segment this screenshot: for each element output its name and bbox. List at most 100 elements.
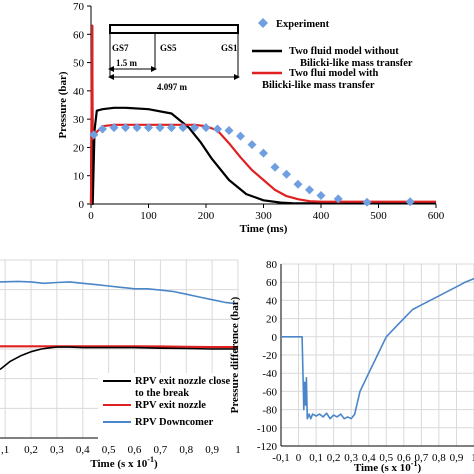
pipe-rectangle [109,24,239,34]
top-chart-y-tick-label: 60 [73,29,85,41]
bottom-right-y-tick-label: 80 [266,259,278,271]
bottom-right-x-tick-label: 0,3 [344,452,358,464]
bottom-left-x-tick-label: 0,4 [76,444,90,456]
experiment-point [236,131,245,141]
top-chart-x-tick-label: 200 [198,210,215,222]
top-chart-y-tick-label: 50 [73,58,85,70]
bottom-right-x-tick-label: -0,1 [272,452,289,464]
bottom-left-x-tick-label: 0,9 [205,444,219,456]
top-chart-series-line-1 [89,24,436,206]
experiment-point [282,169,291,179]
top-chart-x-tick-label: 400 [313,210,330,222]
bottom-left-chart: ,1 0,2 0,3 0,4 0,5 0,6 0,7 0,8 0,9 1 Time (s x 10… [0,259,241,470]
bottom-right-y-tick-label: -100 [257,423,278,435]
top-chart-x-tick-label: 0 [88,210,94,222]
bottom-right-series-line [281,277,474,420]
bottom-right-chart: -0,1 0 0,1 0,2 0,3 0,4 0,5 0,6 0,7 0,8 0,9 1 -120 -10… [229,259,474,474]
bottom-right-x-tick-label: 0,8 [432,452,446,464]
bottom-right-x-tick-label: 0,4 [362,452,376,464]
top-chart-x-axis-label: Time (ms) [240,223,288,235]
bottom-left-series-line-1 [0,345,238,349]
bottom-right-y-tick-label: -20 [262,350,277,362]
bottom-left-x-tick-label: 0,3 [50,444,64,456]
bottom-right-y-tick-label: 20 [266,314,278,326]
bottom-right-x-axis-label: Time (s x 10-1) [354,459,422,474]
pipe-schematic: GS7 GS5 GS1 1.5 m 4.097 m [108,24,240,92]
top-chart-x-tick-label: 300 [255,210,272,222]
experiment-point [178,123,188,133]
top-chart-legend: Experiment Two fluid model without Bilick… [252,18,413,91]
gauge-label-gs5: GS5 [160,43,177,53]
experiment-point [259,148,268,158]
experiment-point [201,123,211,133]
bottom-right-y-axis-label: Pressure difference (bar) [229,296,241,413]
experiment-point [333,194,343,204]
bottom-right-y-tick-label: -120 [257,441,278,453]
experiment-point [109,123,119,133]
experiment-point [224,125,234,135]
bottom-right-x-tick-label: 0,7 [414,452,428,464]
experiment-point [121,123,130,133]
bottom-right-y-tick-label: -60 [262,386,277,398]
bottom-right-x-tick-label: 0,1 [309,452,323,464]
bottom-left-x-tick-label: ,1 [1,444,9,456]
top-chart-x-tick-label: 100 [140,210,157,222]
bottom-left-x-axis-label: Time (s x 10-1) [90,455,158,470]
bottom-right-x-tick-label: 0,6 [397,452,411,464]
experiment-point [305,185,314,195]
bottom-right-y-tick-label: -80 [262,405,277,417]
bottom-right-x-tick-label: 0,2 [327,452,341,464]
top-chart: 0 100 200 300 400 500 600 0 10 20 30 40 50 60 70 Time … [57,1,445,235]
legend-swatch-experiment [258,18,268,28]
bottom-right-y-tick-label: 40 [266,295,278,307]
experiment-point [316,191,326,201]
experiment-point [270,162,280,172]
bottom-left-x-tick-label: 0,7 [154,444,168,456]
experiment-point [155,123,165,133]
experiment-point [89,130,99,140]
legend-label-exit-nozzle: RPV exit nozzle [135,400,206,411]
experiment-point [144,123,153,133]
bottom-right-y-tick-label: 60 [266,277,278,289]
bottom-right-x-tick-label: 0 [296,452,302,464]
experiment-point [247,140,257,150]
top-chart-y-tick-label: 40 [73,86,85,98]
top-chart-y-tick-label: 0 [79,199,85,211]
experiment-point [98,124,107,134]
top-chart-y-tick-label: 20 [73,142,85,154]
bottom-left-x-tick-label: 1 [235,444,241,456]
bottom-left-series-line-2 [0,280,239,305]
bottom-right-y-tick-label: 0 [272,332,278,344]
bottom-left-legend: RPV exit nozzle close to the break RPV ex… [98,373,240,439]
legend-label-close-to-break: RPV exit nozzle close to the break [135,376,230,399]
top-chart-y-tick-label: 30 [73,114,85,126]
bottom-right-x-tick-label: 0,5 [379,452,393,464]
experiment-point [362,197,372,207]
legend-label-two-fluid-without: Two fluid model without Bilicki-like mass… [289,46,413,69]
bottom-right-y-tick-label: -40 [262,368,277,380]
top-chart-y-axis-label: Pressure (bar) [57,71,69,138]
dimension-label-long: 4.097 m [157,82,188,92]
experiment-point [167,123,176,133]
top-chart-y-tick-label: 10 [73,171,85,183]
top-chart-x-tick-label: 500 [370,210,387,222]
experiment-point [405,197,415,207]
top-chart-x-tick-label: 600 [428,210,445,222]
experiment-point [213,124,222,134]
gauge-label-gs1: GS1 [221,43,238,53]
experiment-point [190,123,199,133]
bottom-left-x-tick-label: 0,5 [102,444,116,456]
bottom-left-x-tick-label: 0,6 [128,444,142,456]
bottom-right-x-tick-label: 0,9 [450,452,464,464]
legend-label-two-fluid-with: Two flui model with Bilicki-like mass tra… [262,68,379,91]
legend-label-experiment: Experiment [276,19,330,30]
experiment-point [293,179,303,189]
top-chart-y-tick-label: 70 [73,1,85,13]
gauge-label-gs7: GS7 [112,43,129,53]
bottom-right-x-tick-label: 1 [471,452,474,464]
bottom-left-x-tick-label: 0,8 [179,444,193,456]
dimension-label-short: 1.5 m [116,58,138,68]
experiment-point [132,123,142,133]
bottom-left-x-tick-label: 0,2 [24,444,38,456]
